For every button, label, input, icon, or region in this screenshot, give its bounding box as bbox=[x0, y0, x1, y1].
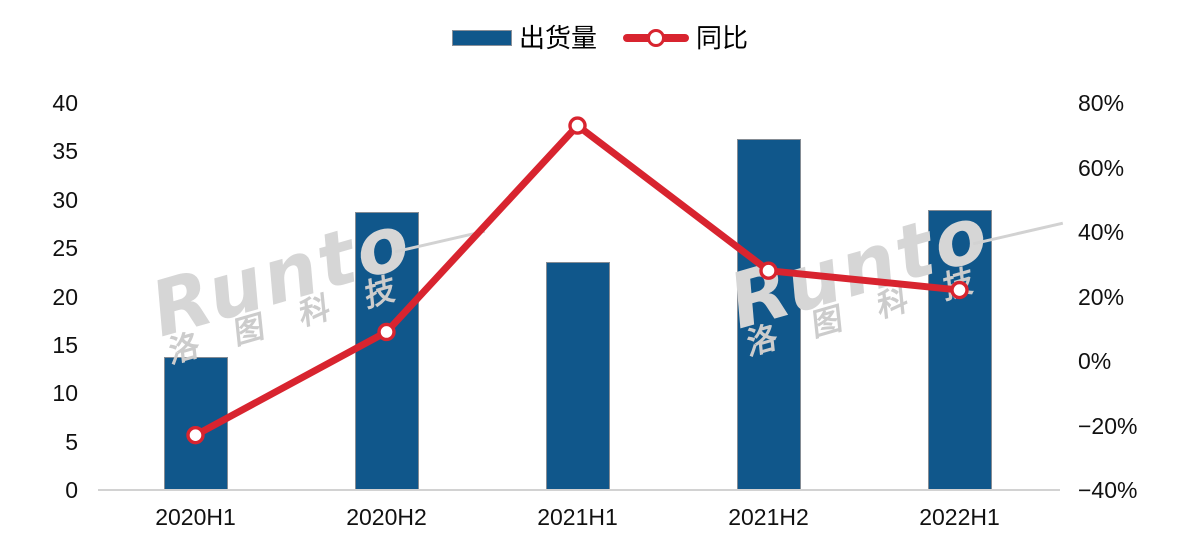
x-axis-line bbox=[98, 489, 1060, 491]
x-axis-category-label: 2022H1 bbox=[919, 504, 1000, 530]
legend-line-marker-icon bbox=[623, 29, 690, 47]
left-axis-tick-label: 10 bbox=[52, 380, 78, 407]
bar-2022H1 bbox=[927, 210, 992, 490]
x-axis-category-label: 2020H1 bbox=[155, 504, 236, 530]
yoy-marker-2021H1 bbox=[568, 116, 587, 135]
right-axis-tick-label: 80% bbox=[1078, 90, 1125, 116]
left-axis-tick-label: 5 bbox=[65, 428, 78, 455]
left-axis-tick-label: 0 bbox=[65, 477, 78, 503]
legend-bar-label: 出货量 bbox=[519, 23, 598, 53]
bar-2020H1 bbox=[163, 357, 228, 490]
x-axis-category-label: 2020H2 bbox=[346, 504, 427, 530]
x-axis-category-label: 2021H2 bbox=[728, 504, 809, 530]
x-axis-category-label: 2021H1 bbox=[537, 504, 618, 530]
right-axis-tick-label: 0% bbox=[1078, 348, 1112, 374]
left-axis-tick-label: 40 bbox=[52, 90, 78, 116]
left-axis-tick-label: 25 bbox=[52, 235, 78, 262]
legend-line-dot-icon bbox=[647, 29, 666, 47]
legend-line-label: 同比 bbox=[696, 23, 749, 53]
left-axis-tick-label: 30 bbox=[52, 186, 78, 213]
right-axis-tick-label: 20% bbox=[1078, 283, 1125, 310]
left-axis-tick-label: 15 bbox=[52, 331, 78, 358]
legend: 出货量 同比 bbox=[452, 22, 748, 54]
bar-2021H2 bbox=[736, 138, 801, 490]
bar-2021H1 bbox=[545, 261, 610, 490]
bar-2020H2 bbox=[354, 212, 419, 490]
right-axis-tick-label: 40% bbox=[1078, 219, 1125, 245]
legend-bar-swatch bbox=[452, 30, 512, 46]
left-axis-tick-label: 20 bbox=[52, 283, 78, 310]
right-axis-tick-label: −40% bbox=[1078, 477, 1138, 503]
left-axis-tick-label: 35 bbox=[52, 138, 78, 165]
right-axis-tick-label: −20% bbox=[1078, 412, 1138, 439]
right-axis-tick-label: 60% bbox=[1078, 154, 1125, 181]
